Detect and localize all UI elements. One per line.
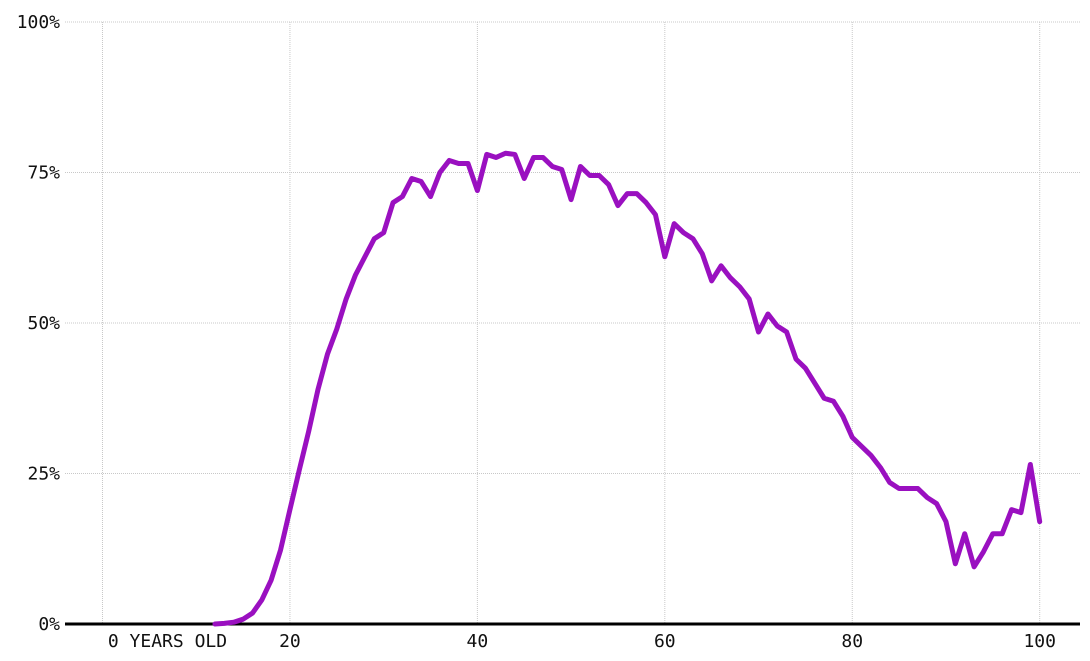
y-tick-label: 50% xyxy=(27,313,60,334)
x-tick-label: 20 xyxy=(279,631,301,652)
x-tick-label: 100 xyxy=(1023,631,1056,652)
x-tick-label: 40 xyxy=(467,631,489,652)
y-tick-label: 75% xyxy=(27,163,60,184)
x-tick-label: 60 xyxy=(654,631,676,652)
x-tick-label: 80 xyxy=(841,631,863,652)
y-tick-label: 100% xyxy=(17,12,61,33)
x-tick-label: 0 YEARS OLD xyxy=(108,631,227,652)
y-tick-label: 25% xyxy=(27,464,60,485)
y-tick-label: 0% xyxy=(38,614,60,635)
data-line xyxy=(212,150,1043,627)
